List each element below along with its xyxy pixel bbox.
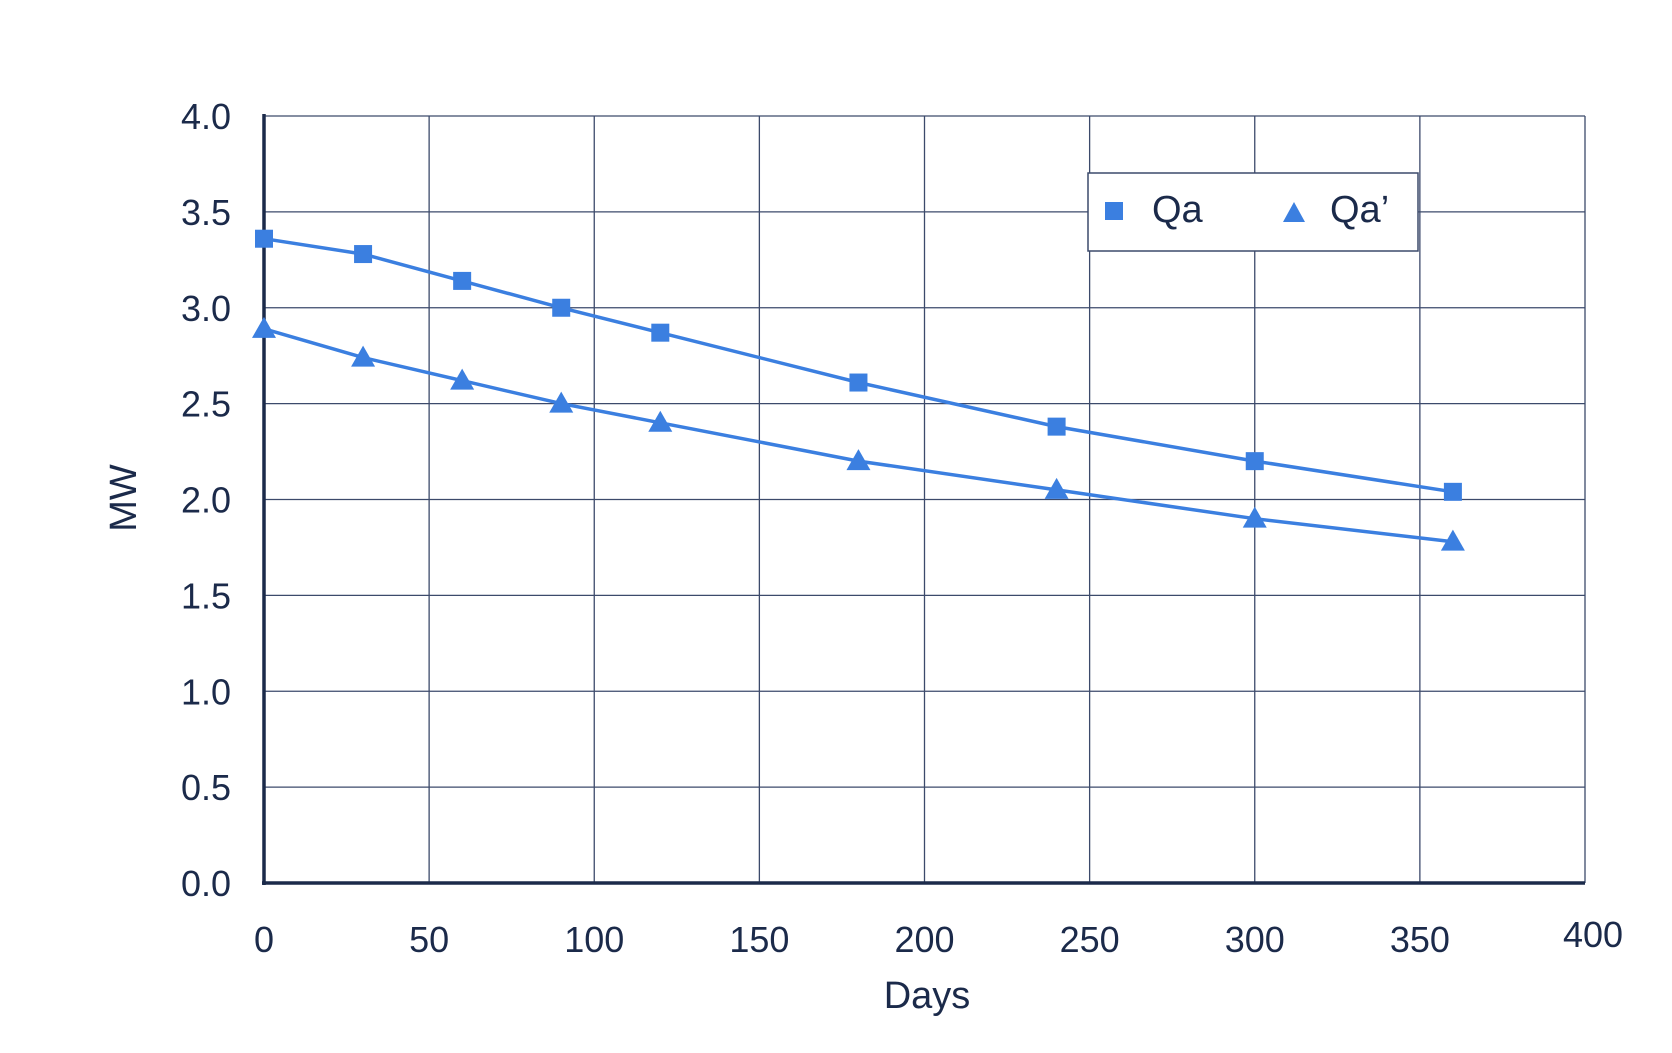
series-layer [252, 229, 1465, 551]
x-axis-ticks: 0 50 100 150 200 250 300 350 400 [254, 914, 1623, 960]
data-point-square [255, 229, 273, 248]
legend-label-qa: Qa [1152, 189, 1204, 231]
x-tick-label: 50 [409, 919, 449, 960]
y-tick-label: 4.0 [181, 96, 231, 137]
y-tick-label: 0.0 [181, 863, 231, 904]
data-point-triangle [351, 345, 376, 367]
x-axis-title: Days [884, 975, 971, 1017]
data-point-triangle [549, 391, 574, 413]
data-point-square [849, 373, 868, 392]
y-tick-label: 0.5 [181, 767, 231, 808]
x-tick-label: 300 [1225, 919, 1285, 960]
data-point-triangle [648, 410, 673, 432]
data-point-square [1443, 482, 1462, 501]
data-point-triangle [252, 316, 276, 338]
series-line-2 [263, 327, 1454, 544]
data-point-triangle [450, 368, 475, 390]
y-tick-label: 1.0 [181, 671, 231, 712]
data-point-square [1047, 417, 1066, 436]
x-tick-label: 400 [1563, 914, 1623, 955]
x-tick-label: 150 [729, 919, 789, 960]
legend-square-icon [1105, 202, 1123, 220]
y-axis-title: MW [103, 464, 145, 532]
x-tick-label: 250 [1060, 919, 1120, 960]
data-point-square [1245, 452, 1264, 471]
y-tick-label: 1.5 [181, 575, 231, 616]
y-axis-ticks: 0.0 0.5 1.0 1.5 2.0 2.5 3.0 3.5 4.0 [181, 96, 231, 904]
data-point-triangle [1242, 506, 1267, 528]
legend-box [1087, 172, 1419, 252]
data-point-triangle [1440, 529, 1465, 551]
data-point-square [453, 271, 472, 290]
data-point-square [354, 245, 373, 264]
y-tick-label: 2.5 [181, 384, 231, 425]
x-tick-label: 100 [564, 919, 624, 960]
data-point-triangle [846, 449, 871, 471]
x-tick-label: 200 [894, 919, 954, 960]
legend-triangle-icon [1283, 202, 1305, 222]
x-tick-label: 0 [254, 919, 274, 960]
data-point-square [651, 323, 670, 342]
legend-label-qa-prime: Qa’ [1330, 189, 1389, 231]
data-point-triangle [1044, 477, 1069, 499]
legend: Qa Qa’ [1087, 172, 1419, 252]
x-tick-label: 350 [1390, 919, 1450, 960]
y-tick-label: 3.0 [181, 288, 231, 329]
data-point-square [552, 298, 571, 317]
y-tick-label: 2.0 [181, 480, 231, 521]
y-tick-label: 3.5 [181, 192, 231, 233]
